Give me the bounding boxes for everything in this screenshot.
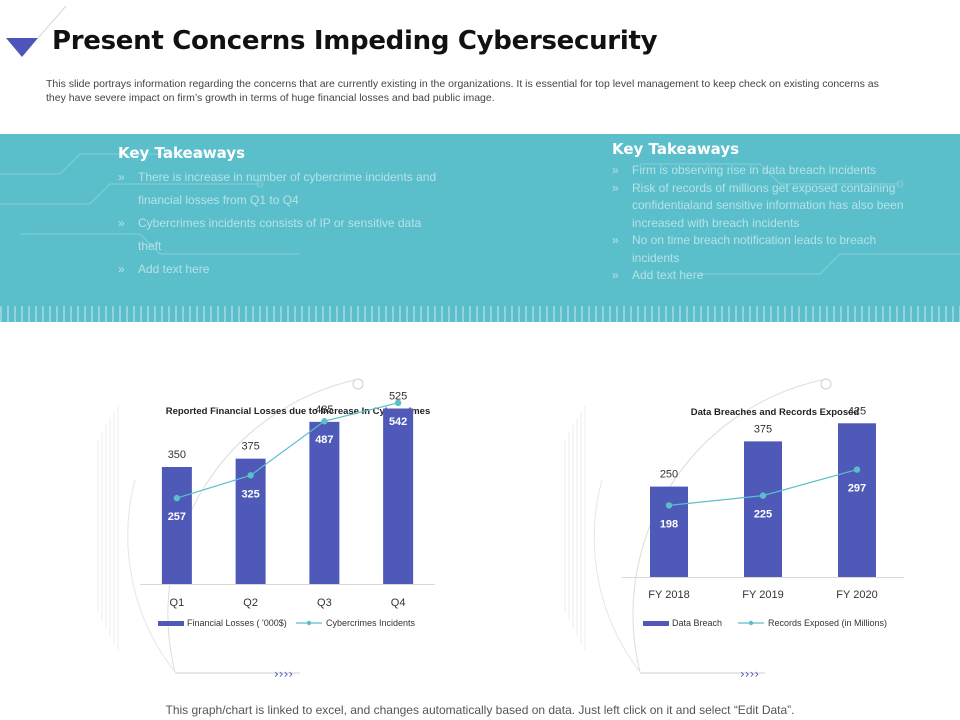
- key-takeaways-right-heading: Key Takeaways: [612, 140, 740, 158]
- category-tick-label: Q3: [317, 597, 332, 609]
- corner-decoration: [37, 5, 67, 39]
- left-chart-frame: ››››: [97, 378, 364, 681]
- line-value-label: 225: [754, 509, 772, 521]
- band-stripes: [0, 306, 960, 322]
- takeaway-item: Risk of records of millions get exposed …: [612, 180, 922, 233]
- takeaway-item: Cybercrimes incidents consists of IP or …: [118, 212, 438, 258]
- line-point: [321, 418, 328, 425]
- category-tick-label: Q4: [391, 597, 406, 609]
- bar: [650, 486, 688, 577]
- bar-value-label: 425: [848, 405, 866, 417]
- right-chart-frame: ››››: [564, 378, 832, 681]
- bar: [235, 458, 266, 584]
- bar-value-label: 350: [168, 449, 186, 461]
- page-title: Present Concerns Impeding Cybersecurity: [52, 26, 658, 56]
- legend-line-label: Records Exposed (in Millions): [768, 618, 887, 628]
- bar: [383, 408, 414, 584]
- chevrons-icon: ››››: [274, 667, 293, 681]
- bar: [161, 467, 192, 584]
- legend-bar-label: Financial Losses ( '000$): [187, 618, 287, 628]
- title-triangle-icon: [6, 38, 38, 57]
- chevrons-icon: ››››: [740, 667, 759, 681]
- category-tick-label: FY 2018: [648, 589, 689, 601]
- legend-line-label: Cybercrimes Incidents: [326, 618, 416, 628]
- line-value-label: 325: [241, 488, 259, 500]
- line-series: [176, 402, 399, 499]
- data-breaches-chart: Data Breaches and Records Exposed 250 FY 2…: [622, 405, 904, 628]
- legend-bar-swatch: [643, 621, 669, 626]
- bar-value-label: 485: [315, 404, 333, 416]
- bar: [309, 421, 340, 584]
- takeaway-item: No on time breach notification leads to …: [612, 232, 922, 267]
- line-point: [173, 494, 181, 502]
- bar: [744, 441, 782, 577]
- bar-value-label: 250: [660, 469, 678, 481]
- takeaway-item: Firm is observing rise in data breach in…: [612, 162, 922, 180]
- page-description: This slide portrays information regardin…: [46, 78, 879, 104]
- footer-note: This graph/chart is linked to excel, and…: [165, 703, 795, 717]
- key-takeaways-right: Key Takeaways Firm is observing rise in …: [612, 140, 922, 285]
- line-value-label: 257: [168, 511, 186, 523]
- category-tick-label: Q1: [170, 597, 185, 609]
- takeaway-item: There is increase in number of cybercrim…: [118, 166, 438, 212]
- key-takeaways-left: Key Takeaways There is increase in numbe…: [118, 144, 438, 281]
- bar-value-label: 525: [389, 391, 407, 403]
- legend-bar-label: Data Breach: [672, 618, 722, 628]
- line-point: [759, 492, 767, 499]
- line-point: [853, 466, 861, 473]
- takeaway-item: Add text here: [612, 267, 922, 285]
- category-tick-label: FY 2019: [742, 589, 783, 601]
- bar-value-label: 375: [754, 423, 772, 435]
- line-value-label: 487: [315, 434, 333, 446]
- line-point: [247, 472, 254, 479]
- category-tick-label: Q2: [243, 597, 258, 609]
- line-value-label: 542: [389, 416, 407, 428]
- bar-value-label: 375: [241, 441, 259, 453]
- bar: [838, 423, 876, 577]
- legend-line-marker: [748, 620, 754, 626]
- line-value-label: 198: [660, 518, 678, 530]
- category-tick-label: FY 2020: [836, 589, 877, 601]
- line-point: [665, 502, 673, 509]
- legend-line-marker: [306, 620, 312, 626]
- key-takeaways-left-heading: Key Takeaways: [118, 144, 246, 162]
- chart-title: Data Breaches and Records Exposed: [691, 407, 860, 418]
- financial-losses-chart: Reported Financial Losses due to Increas…: [140, 391, 435, 628]
- line-point: [394, 399, 402, 407]
- chart-title: Reported Financial Losses due to Increas…: [166, 406, 431, 417]
- legend-bar-swatch: [158, 621, 184, 626]
- line-value-label: 297: [848, 483, 866, 495]
- takeaway-item: Add text here: [118, 258, 438, 281]
